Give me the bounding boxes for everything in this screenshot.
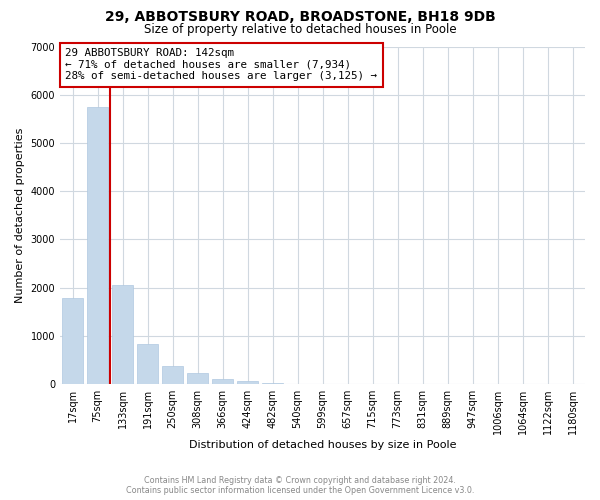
Text: Contains HM Land Registry data © Crown copyright and database right 2024.
Contai: Contains HM Land Registry data © Crown c… bbox=[126, 476, 474, 495]
Bar bbox=[262, 383, 283, 384]
Text: Size of property relative to detached houses in Poole: Size of property relative to detached ho… bbox=[143, 22, 457, 36]
X-axis label: Distribution of detached houses by size in Poole: Distribution of detached houses by size … bbox=[189, 440, 456, 450]
Y-axis label: Number of detached properties: Number of detached properties bbox=[15, 128, 25, 303]
Bar bbox=[112, 284, 133, 384]
Bar bbox=[62, 298, 83, 384]
Bar bbox=[187, 373, 208, 384]
Text: 29 ABBOTSBURY ROAD: 142sqm
← 71% of detached houses are smaller (7,934)
28% of s: 29 ABBOTSBURY ROAD: 142sqm ← 71% of deta… bbox=[65, 48, 377, 82]
Bar bbox=[162, 366, 183, 384]
Bar bbox=[87, 107, 108, 384]
Text: 29, ABBOTSBURY ROAD, BROADSTONE, BH18 9DB: 29, ABBOTSBURY ROAD, BROADSTONE, BH18 9D… bbox=[104, 10, 496, 24]
Bar bbox=[237, 382, 258, 384]
Bar bbox=[212, 379, 233, 384]
Bar bbox=[137, 344, 158, 384]
